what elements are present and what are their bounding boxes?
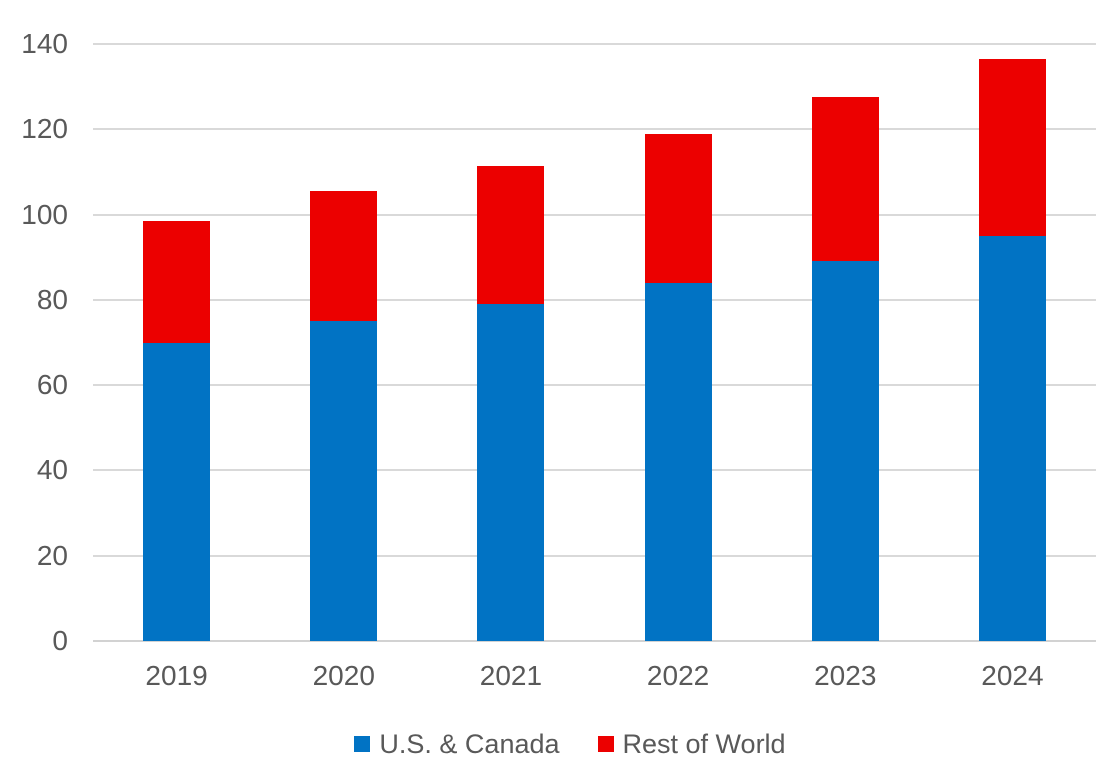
gridline-140 (93, 43, 1096, 45)
y-tick-label-80: 80 (36, 283, 68, 315)
x-axis-line (93, 640, 1096, 642)
plot-area (93, 43, 1096, 642)
x-tick-label-2019: 2019 (145, 660, 208, 691)
legend-swatch-rest-of-world (597, 736, 614, 752)
bar-segment-2024-rest-of-world (978, 58, 1046, 236)
legend: U.S. & Canada Rest of World (14, 726, 1112, 762)
bar-segment-2022-rest-of-world (644, 133, 712, 283)
gridline-120 (93, 128, 1096, 131)
bar-segment-2022-u-s-canada (644, 282, 712, 641)
bar-2020 (310, 191, 378, 641)
y-tick-label-100: 100 (21, 198, 68, 230)
legend-label-u-s-canada: U.S. & Canada (379, 728, 560, 759)
bar-segment-2019-rest-of-world (143, 220, 211, 343)
bar-segment-2020-rest-of-world (310, 191, 378, 322)
bar-segment-2024-u-s-canada (978, 235, 1046, 641)
bar-2022 (644, 133, 712, 641)
bar-2019 (143, 220, 211, 641)
x-tick-label-2020: 2020 (312, 660, 375, 691)
y-tick-label-120: 120 (21, 113, 68, 145)
bar-segment-2020-u-s-canada (310, 321, 378, 641)
y-tick-label-0: 0 (52, 625, 68, 656)
bar-2021 (477, 165, 545, 641)
legend-label-rest-of-world: Rest of World (622, 728, 786, 759)
y-tick-label-40: 40 (36, 454, 68, 486)
legend-item-u-s-canada: U.S. & Canada (354, 728, 560, 760)
bar-segment-2023-rest-of-world (811, 97, 879, 262)
legend-item-rest-of-world: Rest of World (597, 728, 786, 760)
bar-2023 (811, 97, 879, 641)
y-tick-label-60: 60 (36, 369, 68, 401)
bar-2024 (978, 58, 1046, 641)
bar-segment-2023-u-s-canada (811, 261, 879, 641)
gridline-40 (93, 469, 1096, 472)
bar-segment-2021-rest-of-world (477, 165, 545, 305)
x-tick-label-2024: 2024 (981, 660, 1044, 691)
gridline-20 (93, 554, 1096, 557)
x-tick-label-2023: 2023 (814, 660, 877, 691)
legend-swatch-u-s-canada (354, 736, 371, 752)
y-tick-label-140: 140 (21, 28, 68, 59)
bar-segment-2021-u-s-canada (477, 304, 545, 641)
gridline-60 (93, 384, 1096, 387)
x-tick-label-2021: 2021 (479, 660, 543, 691)
gridline-80 (93, 298, 1096, 301)
bar-segment-2019-u-s-canada (143, 342, 211, 641)
x-tick-label-2022: 2022 (646, 660, 710, 691)
gridline-100 (93, 213, 1096, 216)
y-tick-label-20: 20 (36, 539, 68, 571)
